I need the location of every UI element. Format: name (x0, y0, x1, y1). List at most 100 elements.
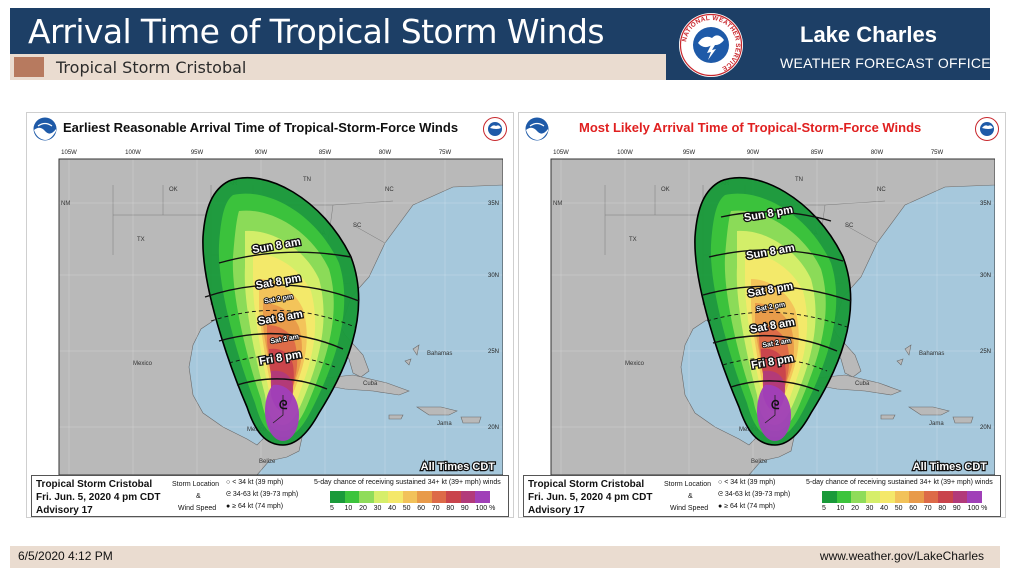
longitude-label: 95W (191, 150, 204, 156)
land (952, 416, 974, 424)
all-times-note: All Times CDT (913, 461, 988, 473)
region-label: TX (629, 237, 637, 243)
legend-storm-location: Storm Location (664, 481, 712, 488)
arrival-isochrone (712, 334, 838, 352)
arrival-map-left: NMOKARTNNCSCTXMSGALAFLMexicoBahamasCubaJ… (58, 150, 503, 475)
region-label: NM (553, 201, 562, 207)
region-label: Jama (929, 421, 944, 427)
longitude-label: 75W (439, 150, 452, 156)
longitude-label: 85W (811, 150, 824, 156)
subtitle-band (10, 54, 666, 80)
legend-ampersand: & (196, 493, 201, 500)
nws-logo-icon: NATIONAL WEATHER SERVICE (679, 13, 743, 77)
nws-small-logo-icon (975, 117, 999, 141)
legend-storm-name: Tropical Storm Cristobal (36, 479, 153, 490)
state-border (844, 224, 878, 244)
scale-swatch (909, 491, 924, 503)
scale-tick-label: 50 (402, 505, 411, 512)
panel-title: Most Likely Arrival Time of Tropical-Sto… (579, 120, 922, 135)
scale-tick-label: 70 (431, 505, 440, 512)
land (412, 344, 420, 356)
arrival-isochrone (730, 380, 820, 392)
region-label: NC (877, 187, 886, 193)
legend-storm-name: Tropical Storm Cristobal (528, 479, 645, 490)
region-label: Belize (259, 459, 276, 465)
region-label: OK (169, 187, 178, 193)
state-border (352, 224, 386, 244)
storm-symbol-icon: ᘓ (279, 398, 288, 412)
probability-ticks: 5 10 20 30 40 50 60 70 80 90 100 % (326, 505, 506, 515)
arrival-isochrone (218, 251, 352, 264)
legend: Tropical Storm Cristobal Fri. Jun. 5, 20… (523, 475, 1001, 517)
storm-subtitle: Tropical Storm Cristobal (56, 58, 247, 77)
longitude-label: 100W (617, 150, 633, 156)
scale-swatch (851, 491, 866, 503)
probability-band (265, 384, 299, 441)
region-label: Mexico (625, 361, 645, 367)
region-label: NM (61, 201, 70, 207)
legend-date: Fri. Jun. 5, 2020 4 pm CDT (528, 492, 653, 503)
scale-swatch (446, 491, 461, 503)
legend-advisory: Advisory 17 (36, 505, 93, 516)
arrival-map-right: NMOKARTNNCSCTXMSGALAFLMexicoBahamasCubaJ… (550, 150, 995, 475)
longitude-label: 85W (319, 150, 332, 156)
region-label: SC (845, 223, 854, 229)
region-label: TN (795, 177, 803, 183)
region-label: OK (661, 187, 670, 193)
arrival-isochrone (720, 211, 832, 222)
region-label: NC (385, 187, 394, 193)
scale-swatch (330, 491, 345, 503)
land (896, 358, 904, 366)
latitude-label: 20N (980, 425, 991, 431)
legend-symbol-ts: ᘓ 34-63 kt (39-73 mph) (718, 491, 791, 498)
scale-tick-label: 90 (952, 505, 961, 512)
latitude-label: 25N (488, 349, 499, 355)
region-label: Jama (437, 421, 452, 427)
cone-outline (202, 176, 360, 446)
latitude-label: 30N (980, 273, 991, 279)
land (404, 358, 412, 366)
scale-tick-label: 100 % (475, 505, 496, 512)
scale-swatch (359, 491, 374, 503)
scale-swatch (894, 491, 910, 503)
longitude-label: 105W (61, 150, 77, 156)
arrival-isochrone (722, 357, 828, 372)
region-label: Bahamas (919, 351, 944, 357)
scale-swatch (460, 491, 476, 503)
scale-tick-label: 100 % (967, 505, 988, 512)
probability-color-scale (330, 491, 491, 503)
scale-swatch (880, 491, 895, 503)
latitude-label: 35N (488, 201, 499, 207)
all-times-note: All Times CDT (421, 461, 496, 473)
arrival-isochrone (702, 285, 852, 302)
forecast-track (272, 395, 284, 424)
legend-wind-speed: Wind Speed (670, 505, 709, 512)
scale-swatch (475, 491, 491, 503)
region-label: SC (353, 223, 362, 229)
arrival-isochrone (204, 284, 360, 302)
most-likely-arrival-panel: Most Likely Arrival Time of Tropical-Sto… (518, 112, 1006, 518)
map-frame (550, 158, 995, 475)
legend-symbol-hurricane: ● ≥ 64 kt (74 mph) (226, 503, 284, 510)
land (908, 406, 950, 416)
land (416, 406, 458, 416)
longitude-label: 75W (931, 150, 944, 156)
scale-swatch (417, 491, 432, 503)
scale-tick-label: 50 (894, 505, 903, 512)
longitude-label: 95W (683, 150, 696, 156)
scale-tick-label: 80 (938, 505, 947, 512)
arrival-isochrone (708, 249, 844, 262)
scale-swatch (923, 491, 939, 503)
panel-title: Earliest Reasonable Arrival Time of Trop… (63, 120, 459, 135)
legend: Tropical Storm Cristobal Fri. Jun. 5, 20… (31, 475, 509, 517)
scale-swatch (388, 491, 403, 503)
page-title: Arrival Time of Tropical Storm Winds (28, 12, 605, 51)
legend-wind-speed: Wind Speed (178, 505, 217, 512)
scale-swatch (967, 491, 983, 503)
region-label: TX (137, 237, 145, 243)
scale-tick-label: 60 (909, 505, 918, 512)
region-label: Mexico (133, 361, 153, 367)
probability-band (757, 384, 791, 441)
scale-tick-label: 20 (359, 505, 367, 512)
scale-tick-label: 40 (388, 505, 396, 512)
